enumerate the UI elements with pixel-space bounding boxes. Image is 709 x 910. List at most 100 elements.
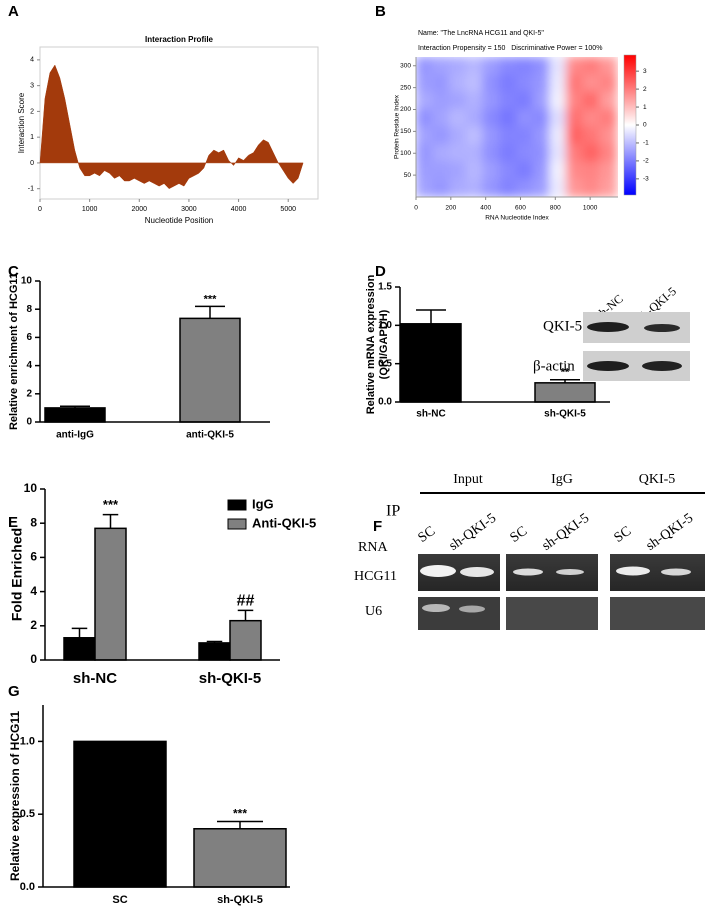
gel-band — [661, 568, 691, 576]
heatmap-cell — [482, 161, 501, 180]
heatmap-cell — [465, 91, 484, 110]
heatmap-cell — [549, 91, 567, 110]
x-tick-label: 400 — [480, 205, 491, 212]
error-bar — [550, 379, 580, 383]
heatmap-cell — [515, 109, 534, 128]
heatmap-cell — [599, 74, 618, 93]
significance: *** — [233, 807, 247, 821]
error-bar — [195, 305, 225, 319]
heatmap-cell — [448, 161, 467, 180]
gel-band — [420, 565, 456, 577]
gel-band — [422, 604, 450, 612]
y-tick-label: 0 — [26, 417, 32, 428]
heatmap-cell — [448, 126, 467, 145]
y-tick-label: 0.5 — [378, 358, 392, 369]
heatmap-cell — [499, 74, 517, 93]
bar — [179, 317, 241, 423]
lane-label: sh-QKI-5 — [540, 511, 593, 554]
heatmap-cell — [432, 74, 450, 93]
heatmap-cell — [432, 109, 450, 128]
heatmap-cell — [448, 179, 467, 197]
heatmap-cell — [599, 179, 618, 197]
heatmap-cell — [499, 109, 517, 128]
blot-row-label: QKI-5 — [543, 318, 582, 334]
legend-swatch — [227, 518, 247, 530]
x-tick-label: sh-NC — [416, 409, 445, 420]
heatmap-cell — [465, 109, 484, 128]
heatmap-cell — [515, 161, 534, 180]
panel-letter: B — [375, 3, 386, 20]
bar — [229, 619, 262, 661]
heatmap-cell — [499, 57, 517, 75]
heatmap-cell — [549, 179, 567, 197]
heatmap-cell — [416, 161, 434, 180]
heatmap-cell — [416, 109, 434, 128]
y-tick-label: 10 — [21, 276, 33, 287]
legend-label: IgG — [252, 496, 274, 511]
heatmap-cell — [549, 57, 567, 75]
heatmap-cell — [432, 126, 450, 145]
heatmap-cell — [482, 179, 501, 197]
ip-label: IP — [386, 503, 400, 520]
heatmap-cell — [515, 126, 534, 145]
y-tick-label: 6 — [26, 332, 32, 343]
y-tick-label: 50 — [404, 172, 412, 179]
x-tick-label: 2000 — [131, 206, 147, 213]
heatmap-cell — [499, 144, 517, 163]
heatmap-cell — [599, 126, 618, 145]
blot-band — [587, 361, 629, 371]
group-label: QKI-5 — [639, 472, 676, 487]
error-bar — [217, 820, 263, 829]
y-tick-label: 2 — [30, 618, 37, 632]
gel-band — [616, 566, 650, 576]
heatmap-cell — [549, 144, 567, 163]
heatmap-blur — [416, 57, 618, 197]
heatmap-cell — [515, 57, 534, 75]
colorbar-tick-label: 3 — [643, 68, 647, 75]
y-axis-label: Relative mRNA expression — [365, 274, 377, 414]
area — [39, 64, 304, 190]
heatmap-cell — [515, 144, 534, 163]
gel-band — [556, 569, 584, 575]
y-tick-label: 8 — [30, 515, 37, 529]
gel-strip — [506, 597, 598, 630]
heatmap-cell — [599, 144, 618, 163]
heatmap-cell — [432, 144, 450, 163]
heatmap-cell — [448, 91, 467, 110]
heatmap-cell — [549, 161, 567, 180]
heatmap-cell — [599, 109, 618, 128]
blot-row-label: β-actin — [533, 358, 575, 374]
heatmap-cell — [432, 161, 450, 180]
y-tick-label: 2 — [26, 388, 32, 399]
heatmap-cell — [565, 144, 584, 163]
heatmap-cell — [482, 74, 501, 93]
row-header: RNA — [358, 540, 388, 555]
x-tick-label: sh-NC — [73, 670, 117, 687]
y-tick-label: 4 — [26, 360, 32, 371]
heatmap-cell — [532, 161, 551, 180]
heatmap-cell — [532, 91, 551, 110]
heatmap-cell — [465, 57, 484, 75]
y-tick-label: 300 — [400, 62, 411, 69]
bar — [400, 323, 462, 403]
gel-strip — [610, 597, 705, 630]
blot-band — [642, 361, 682, 371]
x-tick-label: sh-QKI-5 — [199, 670, 262, 687]
heatmap-cell — [416, 91, 434, 110]
bar — [63, 637, 96, 661]
significance: ** — [561, 367, 570, 379]
y-tick-label: 8 — [26, 304, 32, 315]
heatmap-cell — [582, 109, 601, 128]
y-axis-label: Interaction Score — [17, 92, 26, 153]
heatmap-cell — [515, 74, 534, 93]
heatmap-cell — [416, 144, 434, 163]
x-tick-label: 200 — [445, 205, 456, 212]
gel-band — [459, 605, 485, 613]
heatmap-cell — [482, 144, 501, 163]
heatmap-cell — [565, 57, 584, 75]
x-axis-label: RNA Nucleotide Index — [485, 215, 549, 222]
bar — [198, 642, 231, 661]
heatmap-cell — [515, 91, 534, 110]
x-tick-label: SC — [112, 894, 127, 906]
